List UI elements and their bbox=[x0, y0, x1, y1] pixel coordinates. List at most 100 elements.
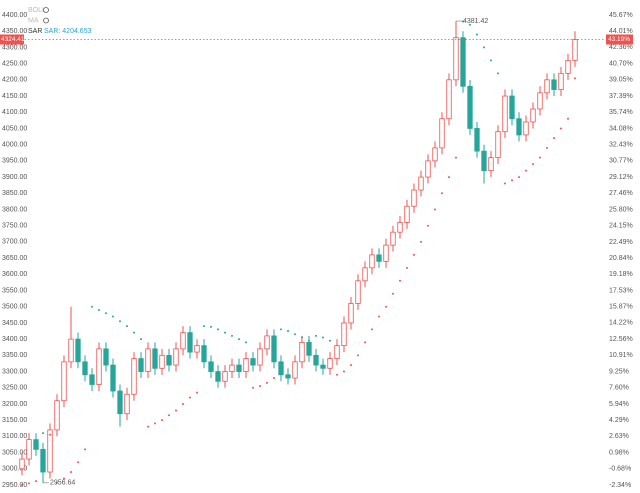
candle-body bbox=[572, 39, 578, 61]
sar-dot bbox=[455, 156, 457, 159]
sar-dot bbox=[532, 163, 534, 166]
sar-dot bbox=[147, 425, 149, 428]
sar-dot bbox=[287, 330, 289, 333]
sar-dot bbox=[105, 312, 107, 315]
sar-dot bbox=[469, 23, 471, 26]
sar-dot bbox=[343, 370, 345, 373]
candle-body bbox=[103, 348, 109, 366]
y-tick-label: 3150.00 bbox=[2, 417, 27, 424]
candle-body bbox=[26, 439, 32, 460]
y2-tick-label: 32.43% bbox=[609, 141, 633, 148]
candle-body bbox=[75, 338, 81, 363]
sar-dot bbox=[224, 331, 226, 334]
sar-dot bbox=[364, 341, 366, 344]
candle-body bbox=[439, 118, 445, 149]
y2-tick-label: 12.56% bbox=[609, 336, 633, 343]
sar-dot bbox=[350, 364, 352, 367]
y2-tick-label: 17.53% bbox=[609, 287, 633, 294]
sar-dot bbox=[553, 137, 555, 140]
sar-dot bbox=[203, 325, 205, 328]
sar-dot bbox=[308, 339, 310, 342]
sar-dot bbox=[476, 33, 478, 36]
sar-dot bbox=[336, 373, 338, 376]
sar-dot bbox=[315, 334, 317, 337]
candle-body bbox=[145, 348, 151, 372]
y2-tick-label: -2.34% bbox=[609, 482, 631, 489]
candle-body bbox=[495, 131, 501, 159]
legend-name[interactable]: SAR bbox=[28, 28, 42, 35]
candle-body bbox=[334, 345, 340, 359]
candle-body bbox=[236, 364, 242, 372]
sar-dot bbox=[175, 409, 177, 412]
candle-body bbox=[194, 345, 200, 353]
candle-body bbox=[264, 335, 270, 350]
low-annotation: 2956.64 bbox=[50, 480, 75, 487]
y2-tick-label: 42.36% bbox=[609, 44, 633, 51]
sar-dot bbox=[266, 381, 268, 384]
y2-tick-label: 29.12% bbox=[609, 174, 633, 181]
y2-tick-label: 22.49% bbox=[609, 239, 633, 246]
y2-tick-label: 40.70% bbox=[609, 60, 633, 67]
candle-body bbox=[551, 79, 557, 90]
y2-tick-label: 14.22% bbox=[609, 320, 633, 327]
y-tick-label: 3700.00 bbox=[2, 239, 27, 246]
y2-tick-label: 34.08% bbox=[609, 125, 633, 132]
sar-dot bbox=[518, 176, 520, 179]
y-tick-label: 4250.00 bbox=[2, 60, 27, 67]
candle-body bbox=[565, 59, 571, 74]
y-tick-label: 3000.00 bbox=[2, 466, 27, 473]
candle-body bbox=[376, 254, 382, 262]
candle-body bbox=[82, 361, 88, 376]
candle-body bbox=[446, 79, 452, 120]
sar-dot bbox=[196, 391, 198, 394]
candle-body bbox=[320, 364, 326, 369]
last-price-badge bbox=[0, 34, 24, 45]
candle-body bbox=[61, 361, 67, 402]
candle-body bbox=[131, 358, 137, 395]
sar-dot bbox=[427, 224, 429, 227]
candle-body bbox=[467, 85, 473, 129]
candle-body bbox=[152, 348, 158, 369]
y-tick-label: 3400.00 bbox=[2, 336, 27, 343]
visibility-icon[interactable] bbox=[43, 7, 49, 13]
y2-tick-label: 25.80% bbox=[609, 206, 633, 213]
sar-dot bbox=[385, 305, 387, 308]
sar-dot bbox=[84, 448, 86, 451]
sar-dot bbox=[294, 333, 296, 336]
candle-body bbox=[285, 374, 291, 379]
candle-body bbox=[299, 341, 305, 363]
y-tick-label: 4350.00 bbox=[2, 28, 27, 35]
sar-dot bbox=[357, 354, 359, 357]
sar-dot bbox=[511, 179, 513, 182]
visibility-icon[interactable] bbox=[43, 17, 49, 24]
legend-name[interactable]: MA bbox=[28, 17, 39, 24]
sar-dot bbox=[63, 477, 65, 480]
y-tick-label: 3550.00 bbox=[2, 287, 27, 294]
candle-body bbox=[432, 147, 438, 162]
sar-dot bbox=[329, 339, 331, 342]
candle-body bbox=[33, 439, 39, 450]
candle-body bbox=[418, 176, 424, 191]
y2-tick-label: 4.29% bbox=[609, 417, 629, 424]
sar-dot bbox=[546, 146, 548, 149]
sar-dot bbox=[189, 396, 191, 399]
candle-body bbox=[327, 358, 333, 369]
candle-body bbox=[173, 348, 179, 366]
sar-dot bbox=[392, 292, 394, 295]
sar-dot bbox=[231, 334, 233, 337]
candle-body bbox=[425, 160, 431, 178]
legend-name[interactable]: BOLL bbox=[28, 7, 46, 14]
candle-body bbox=[411, 189, 417, 207]
sar-dot bbox=[119, 320, 121, 323]
candle-body bbox=[502, 95, 508, 133]
y2-tick-label: 39.05% bbox=[609, 77, 633, 84]
sar-dot bbox=[560, 127, 562, 130]
sar-dot bbox=[140, 338, 142, 341]
candle-body bbox=[271, 335, 277, 363]
sar-dot bbox=[210, 325, 212, 328]
candle-body bbox=[54, 400, 60, 431]
y2-tick-label: 9.25% bbox=[609, 368, 629, 375]
y-tick-label: 3900.00 bbox=[2, 174, 27, 181]
candle-body bbox=[369, 254, 375, 269]
sar-dot bbox=[490, 59, 492, 62]
